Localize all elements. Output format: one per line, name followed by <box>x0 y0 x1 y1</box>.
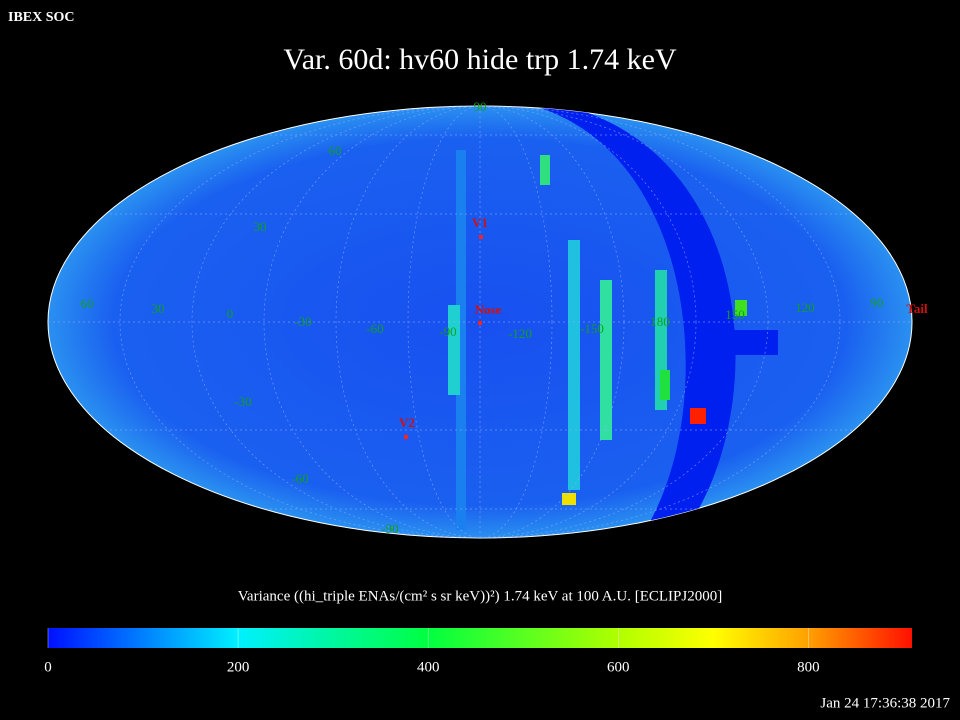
dark-band <box>540 108 736 538</box>
latitude-label: -30 <box>234 394 251 409</box>
latitude-label: 30 <box>254 219 267 234</box>
stripe <box>660 370 670 400</box>
stripe <box>600 280 612 440</box>
colorbar-tick-label: 800 <box>797 659 820 675</box>
colorbar-tick-label: 400 <box>417 659 440 675</box>
stripe <box>448 305 460 395</box>
marker-dot <box>404 435 408 439</box>
longitude-label: 90 <box>871 295 884 310</box>
hot-pixel <box>735 300 747 316</box>
marker-dot <box>479 235 483 239</box>
longitude-label: -120 <box>508 326 532 341</box>
latitude-label: -60 <box>291 471 308 486</box>
longitude-label: 60 <box>81 296 94 311</box>
latitude-label: -90 <box>381 521 398 536</box>
longitude-label: -30 <box>294 314 311 329</box>
corner-label: IBEX SOC <box>8 10 75 25</box>
longitude-label: 180 <box>650 314 670 329</box>
longitude-label: 150 <box>725 307 745 322</box>
longitude-label: -90 <box>439 324 456 339</box>
timestamp: Jan 24 17:36:38 2017 <box>820 695 950 711</box>
longitude-label: 0 <box>227 306 234 321</box>
longitude-label: 120 <box>795 300 815 315</box>
marker-label: V2 <box>399 415 415 430</box>
colorbar-ticks: 0 200 400 600 800 <box>44 628 820 675</box>
stripe <box>568 240 580 490</box>
longitude-label: 30 <box>152 301 165 316</box>
stripe <box>456 150 466 530</box>
grid-labels: 90 60 30 -30 -60 -90 60 30 0 -30 -60 -90 -120 -150 180… <box>81 99 884 536</box>
latitude-label: 90 <box>474 99 487 114</box>
marker-label: Tail <box>906 301 928 316</box>
longitude-label: -60 <box>366 321 383 336</box>
markers: V1 Nose V2 Tail <box>399 215 928 439</box>
marker-label: Nose <box>475 302 502 317</box>
latitude-label: 60 <box>329 143 342 158</box>
map-features <box>48 106 912 538</box>
colorbar-label: Variance ((hi_triple ENAs/(cm² s sr keV)… <box>238 588 722 604</box>
sky-map: 90 60 30 -30 -60 -90 60 30 0 -30 -60 -90 -120 -150 180… <box>47 99 928 539</box>
colorbar-tick-label: 200 <box>227 659 250 675</box>
colorbar-tick-label: 600 <box>607 659 630 675</box>
longitude-label: -150 <box>580 321 604 336</box>
marker-dot <box>478 321 482 325</box>
dark-patch <box>700 330 778 355</box>
colorbar-tick-label: 0 <box>44 659 52 675</box>
hot-pixel <box>690 408 706 424</box>
colorbar <box>48 628 912 648</box>
hot-pixel <box>562 493 576 505</box>
graticule <box>48 106 912 538</box>
map-title: Var. 60d: hv60 hide trp 1.74 keV <box>283 43 677 76</box>
stripe <box>540 155 550 185</box>
marker-label: V1 <box>472 215 488 230</box>
